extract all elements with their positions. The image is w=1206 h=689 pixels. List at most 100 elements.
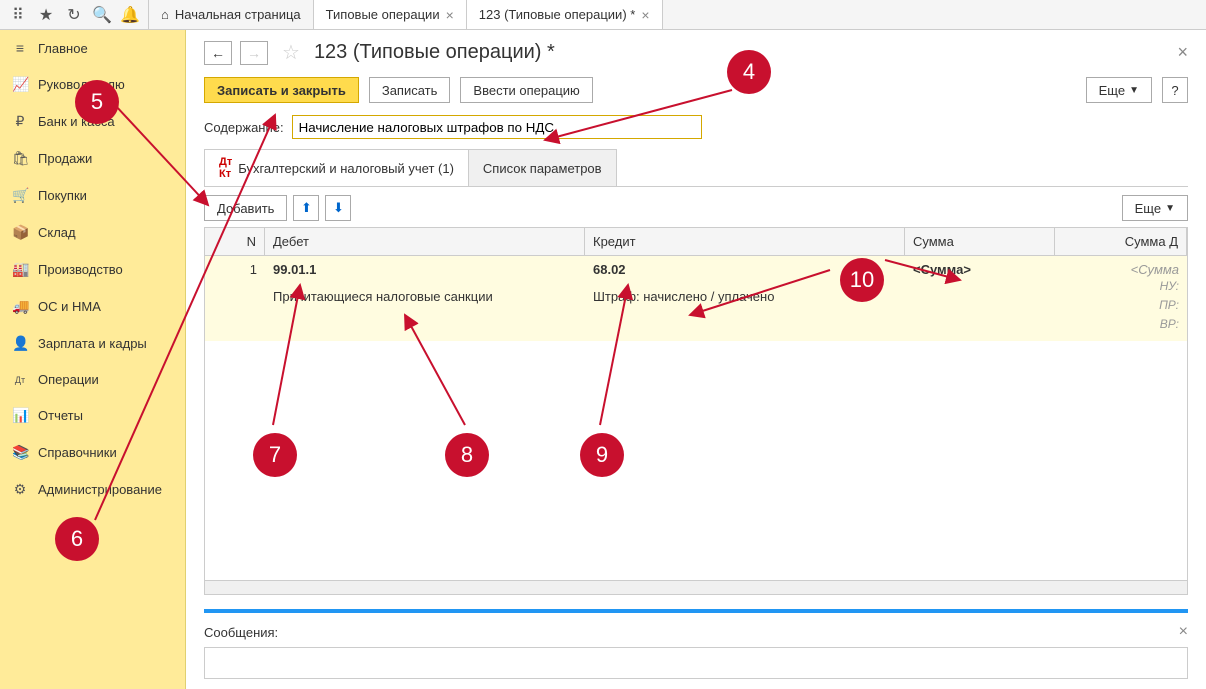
cart-icon: 🛒 xyxy=(12,187,28,204)
tab-typical-ops[interactable]: Типовые операции × xyxy=(314,0,467,29)
favorite-button[interactable]: ☆ xyxy=(276,40,306,65)
sidebar-item-label: Продажи xyxy=(38,151,92,166)
factory-icon: 🏭 xyxy=(12,261,28,278)
messages-box xyxy=(204,647,1188,679)
save-close-button[interactable]: Записать и закрыть xyxy=(204,77,359,103)
sidebar-item-label: Главное xyxy=(38,41,88,56)
main: ≡Главное 📈Руководителю ₽Банк и касса 🛍Пр… xyxy=(0,30,1206,689)
content-field-row: Содержание: xyxy=(204,115,1188,139)
content-label: Содержание: xyxy=(204,120,284,135)
more-button[interactable]: Еще▼ xyxy=(1086,77,1152,103)
callout-9: 9 xyxy=(580,433,624,477)
person-icon: 👤 xyxy=(12,335,28,352)
cell-sum2: <Сумма НУ: ПР: ВР: xyxy=(1055,256,1187,341)
sidebar-item-label: Отчеты xyxy=(38,408,83,423)
sidebar-item-reports[interactable]: 📊 Отчеты xyxy=(0,397,185,434)
box-icon: 📦 xyxy=(12,224,28,241)
col-sum[interactable]: Сумма xyxy=(905,228,1055,255)
history-icon[interactable]: ↻ xyxy=(60,1,88,29)
books-icon: 📚 xyxy=(12,444,28,461)
forward-button[interactable]: → xyxy=(240,41,268,65)
sidebar-item-operations[interactable]: ДтОперации xyxy=(0,362,185,397)
col-credit[interactable]: Кредит xyxy=(585,228,905,255)
doc-tabs: ДтКт Бухгалтерский и налоговый учет (1) … xyxy=(204,149,1188,187)
window-tabs: ⌂ Начальная страница Типовые операции × … xyxy=(149,0,663,29)
dtkt-icon: ДтКт xyxy=(219,156,232,180)
back-button[interactable]: ← xyxy=(204,41,232,65)
sidebar-item-admin[interactable]: ⚙Администрирование xyxy=(0,471,185,508)
entries-table: N Дебет Кредит Сумма Сумма Д 1 99.01.1 П… xyxy=(204,227,1188,595)
debit-account: 99.01.1 xyxy=(273,262,577,277)
sidebar-item-salary[interactable]: 👤 Зарплата и кадры xyxy=(0,325,185,362)
sidebar-item-sales[interactable]: 🛍 Продажи xyxy=(0,140,185,177)
tab-label: Список параметров xyxy=(483,161,602,176)
callout-8: 8 xyxy=(445,433,489,477)
sidebar-item-label: Операции xyxy=(38,372,99,387)
sidebar-item-assets[interactable]: 🚚 ОС и НМА xyxy=(0,288,185,325)
tab-label: 123 (Типовые операции) * xyxy=(479,7,636,22)
content: ← → ☆ 123 (Типовые операции) * × Записат… xyxy=(186,30,1206,689)
callout-5: 5 xyxy=(75,80,119,124)
tab-label: Бухгалтерский и налоговый учет (1) xyxy=(238,161,454,176)
save-button[interactable]: Записать xyxy=(369,77,451,103)
extra-vr: ВР: xyxy=(1063,315,1179,334)
add-button[interactable]: Добавить xyxy=(204,195,287,221)
star-icon[interactable]: ★ xyxy=(32,1,60,29)
tab-label: Типовые операции xyxy=(326,7,440,22)
ruble-icon: ₽ xyxy=(12,113,28,130)
menu-icon: ≡ xyxy=(12,40,28,56)
apps-icon[interactable]: ⠿ xyxy=(4,1,32,29)
content-input[interactable] xyxy=(292,115,702,139)
sidebar-item-directories[interactable]: 📚 Справочники xyxy=(0,434,185,471)
bag-icon: 🛍 xyxy=(12,150,28,167)
table-header: N Дебет Кредит Сумма Сумма Д xyxy=(205,228,1187,256)
extra-nu: НУ: xyxy=(1063,277,1179,296)
page-header: ← → ☆ 123 (Типовые операции) * × xyxy=(204,40,1188,65)
tab-params[interactable]: Список параметров xyxy=(468,149,617,186)
sidebar-item-production[interactable]: 🏭Производство xyxy=(0,251,185,288)
extra-pr: ПР: xyxy=(1063,296,1179,315)
tab-accounting[interactable]: ДтКт Бухгалтерский и налоговый учет (1) xyxy=(204,149,469,186)
help-button[interactable]: ? xyxy=(1162,77,1188,103)
search-icon[interactable]: 🔍 xyxy=(88,1,116,29)
messages-close-button[interactable]: × xyxy=(1179,623,1188,641)
cell-n: 1 xyxy=(205,256,265,341)
callout-7: 7 xyxy=(253,433,297,477)
sidebar-item-label: Справочники xyxy=(38,445,117,460)
sidebar-item-label: Зарплата и кадры xyxy=(38,336,147,351)
bell-icon[interactable]: 🔔 xyxy=(116,1,144,29)
sidebar-item-main[interactable]: ≡ Главное xyxy=(0,30,185,66)
col-n[interactable]: N xyxy=(205,228,265,255)
sidebar-item-label: Покупки xyxy=(38,188,87,203)
move-down-button[interactable]: ⬇ xyxy=(325,195,351,221)
callout-4: 4 xyxy=(727,50,771,94)
table-body: 1 99.01.1 Причитающиеся налоговые санкци… xyxy=(205,256,1187,580)
more-button-2[interactable]: Еще▼ xyxy=(1122,195,1188,221)
sum2-value: <Сумма xyxy=(1063,262,1179,277)
close-icon[interactable]: × xyxy=(641,7,649,23)
scrollbar[interactable] xyxy=(205,580,1187,594)
col-sum2[interactable]: Сумма Д xyxy=(1055,228,1187,255)
toolbar: Записать и закрыть Записать Ввести опера… xyxy=(204,77,1188,103)
sum-value: <Сумма> xyxy=(913,262,1047,277)
messages-header: Сообщения: × xyxy=(204,623,1188,641)
sidebar-item-label: Склад xyxy=(38,225,76,240)
tab-123[interactable]: 123 (Типовые операции) * × xyxy=(467,0,663,29)
enter-operation-button[interactable]: Ввести операцию xyxy=(460,77,592,103)
move-up-button[interactable]: ⬆ xyxy=(293,195,319,221)
sidebar-item-warehouse[interactable]: 📦 Склад xyxy=(0,214,185,251)
sub-toolbar: Добавить ⬆ ⬇ Еще▼ xyxy=(204,195,1188,221)
barchart-icon: 📊 xyxy=(12,407,28,424)
tab-home[interactable]: ⌂ Начальная страница xyxy=(149,0,314,29)
sidebar-item-label: ОС и НМА xyxy=(38,299,101,314)
sidebar-item-purchases[interactable]: 🛒 Покупки xyxy=(0,177,185,214)
col-debit[interactable]: Дебет xyxy=(265,228,585,255)
home-icon: ⌂ xyxy=(161,7,169,22)
truck-icon: 🚚 xyxy=(12,298,28,315)
messages-label: Сообщения: xyxy=(204,625,278,640)
close-icon[interactable]: × xyxy=(446,7,454,23)
callout-10: 10 xyxy=(840,258,884,302)
debit-desc: Причитающиеся налоговые санкции xyxy=(273,289,577,304)
table-row[interactable]: 1 99.01.1 Причитающиеся налоговые санкци… xyxy=(205,256,1187,341)
close-page-button[interactable]: × xyxy=(1177,42,1188,63)
